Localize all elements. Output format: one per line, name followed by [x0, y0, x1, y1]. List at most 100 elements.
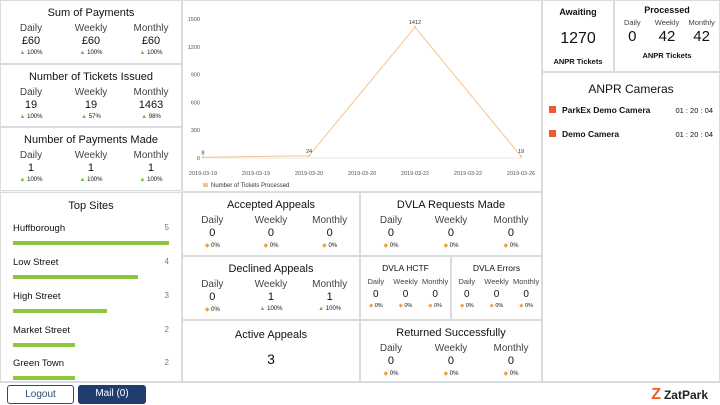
processed-monthly: Monthly 42: [684, 18, 718, 45]
camera-item[interactable]: ParkEx Demo Camera 01 : 20 : 04: [549, 105, 713, 119]
site-bar: [13, 241, 169, 245]
stat-label: Weekly: [434, 215, 468, 226]
card-title: Number of Tickets Issued: [28, 71, 154, 83]
awaiting-subtitle: ANPR Tickets: [553, 57, 603, 66]
stat-weekly: Weekly 0 ◆ 0%: [421, 343, 480, 377]
stat-monthly: Monthly 0 ◆ 0%: [481, 343, 540, 377]
card-title: Sum of Payments: [47, 7, 135, 19]
stat-label: Daily: [201, 215, 224, 226]
stat-value: 0: [373, 289, 379, 300]
processed-daily: Daily 0: [615, 18, 649, 45]
processed-card: Processed Daily 0 Weekly 42 Monthly 42 ANPR…: [614, 0, 720, 72]
camera-uptime: 01 : 20 : 04: [675, 130, 713, 139]
stat-daily: Daily 0 ◆ 0%: [452, 277, 481, 309]
stat-value: 0: [387, 355, 395, 367]
stat-label: Daily: [623, 18, 641, 27]
stat-label: Daily: [379, 215, 403, 226]
diamond-icon: ◆: [383, 243, 389, 249]
diamond-icon: ◆: [204, 307, 210, 313]
stat-percent: 0%: [509, 371, 519, 377]
camera-uptime: 01 : 20 : 04: [675, 106, 713, 115]
legend-swatch: [203, 183, 208, 187]
data-label: 8: [201, 150, 204, 156]
stat-percent: 0%: [465, 303, 474, 309]
stat-weekly: Weekly 0 ◆ 0%: [482, 277, 511, 309]
arrow-up-icon: ▲: [79, 50, 86, 56]
site-item[interactable]: High Street 3: [13, 291, 169, 313]
stat-percent: 0%: [374, 303, 383, 309]
stat-value: 0: [628, 28, 637, 45]
card-title: Returned Successfully: [396, 327, 506, 339]
stat-value: 0: [507, 227, 515, 239]
stat-value: 0: [326, 227, 333, 239]
data-point: [519, 155, 523, 158]
status-square-icon: [549, 130, 556, 137]
stat-percent: 100%: [147, 177, 163, 183]
x-tick-label: 2019-03-26: [507, 171, 535, 177]
diamond-icon: ◆: [503, 243, 509, 249]
x-tick-label: 2019-03-19: [189, 171, 217, 177]
stat-percent: 57%: [88, 114, 101, 120]
stat-value: 0: [447, 355, 455, 367]
diamond-icon: ◆: [489, 303, 494, 309]
site-item[interactable]: Green Town 2: [13, 358, 169, 380]
active-appeals-value: 3: [267, 351, 275, 367]
stat-value: 0: [523, 289, 529, 300]
camera-name: Demo Camera: [562, 129, 620, 139]
site-count: 5: [164, 223, 169, 232]
stat-value: £60: [141, 35, 161, 47]
diamond-icon: ◆: [368, 303, 374, 309]
diamond-icon: ◆: [459, 303, 465, 309]
awaiting-value: 1270: [560, 30, 596, 47]
stat-daily: Daily 0 ◆ 0%: [361, 343, 420, 377]
site-count: 3: [164, 291, 169, 300]
card-title: Top Sites: [68, 200, 114, 212]
status-square-icon: [549, 106, 556, 113]
stat-label: Monthly: [312, 215, 348, 226]
y-tick-label: 0: [197, 156, 200, 162]
stat-value: 1: [147, 162, 155, 174]
stat-value: 0: [464, 289, 470, 300]
stat-percent: 100%: [325, 306, 342, 312]
zatpark-logo: Z ZatPark: [651, 386, 708, 403]
diamond-icon: ◆: [263, 243, 269, 249]
stat-percent: 0%: [211, 243, 220, 249]
dvla-requests-card: DVLA Requests Made Daily 0 ◆ 0% Weekly 0 ◆ 0…: [360, 192, 542, 256]
logo-text: ZatPark: [663, 387, 708, 402]
stat-value: £60: [81, 35, 101, 47]
stat-percent: 100%: [87, 177, 103, 183]
site-item[interactable]: Market Street 2: [13, 325, 169, 347]
data-label: 1412: [409, 20, 421, 26]
site-item[interactable]: Huffborough 5: [13, 223, 169, 245]
stat-percent: 0%: [269, 243, 279, 249]
mail-button[interactable]: Mail (0): [78, 385, 146, 404]
stat-label: Weekly: [254, 279, 288, 290]
stat-weekly: Weekly £60 ▲ 100%: [61, 23, 120, 56]
stat-value: 1: [326, 291, 333, 303]
stat-value: 0: [387, 227, 395, 239]
arrow-up-icon: ▲: [259, 306, 266, 312]
stat-daily: Daily £60 ▲ 100%: [1, 23, 60, 56]
stat-label: Monthly: [513, 277, 540, 286]
logout-button[interactable]: Logout: [7, 385, 74, 404]
stat-label: Daily: [379, 343, 403, 354]
stat-percent: 98%: [148, 114, 161, 120]
diamond-icon: ◆: [398, 303, 403, 309]
camera-item[interactable]: Demo Camera 01 : 20 : 04: [549, 129, 713, 143]
stat-percent: 0%: [449, 243, 459, 249]
site-item[interactable]: Low Street 4: [13, 257, 169, 279]
stat-label: Daily: [19, 150, 43, 161]
stat-value: 42: [693, 28, 710, 45]
stat-value: 1: [87, 162, 95, 174]
card-title: Declined Appeals: [228, 263, 314, 275]
stat-label: Weekly: [74, 87, 108, 98]
stat-percent: 100%: [267, 306, 283, 312]
stat-label: Weekly: [434, 343, 468, 354]
stat-percent: 100%: [87, 50, 103, 56]
stat-value: 42: [658, 28, 676, 45]
declined-appeals-card: Declined Appeals Daily 0 ◆ 0% Weekly 1 ▲ 100…: [182, 256, 360, 320]
stat-label: Weekly: [484, 277, 509, 286]
card-title: DVLA HCTF: [382, 263, 429, 273]
y-tick-label: 1200: [188, 45, 200, 51]
y-tick-label: 600: [191, 100, 200, 106]
